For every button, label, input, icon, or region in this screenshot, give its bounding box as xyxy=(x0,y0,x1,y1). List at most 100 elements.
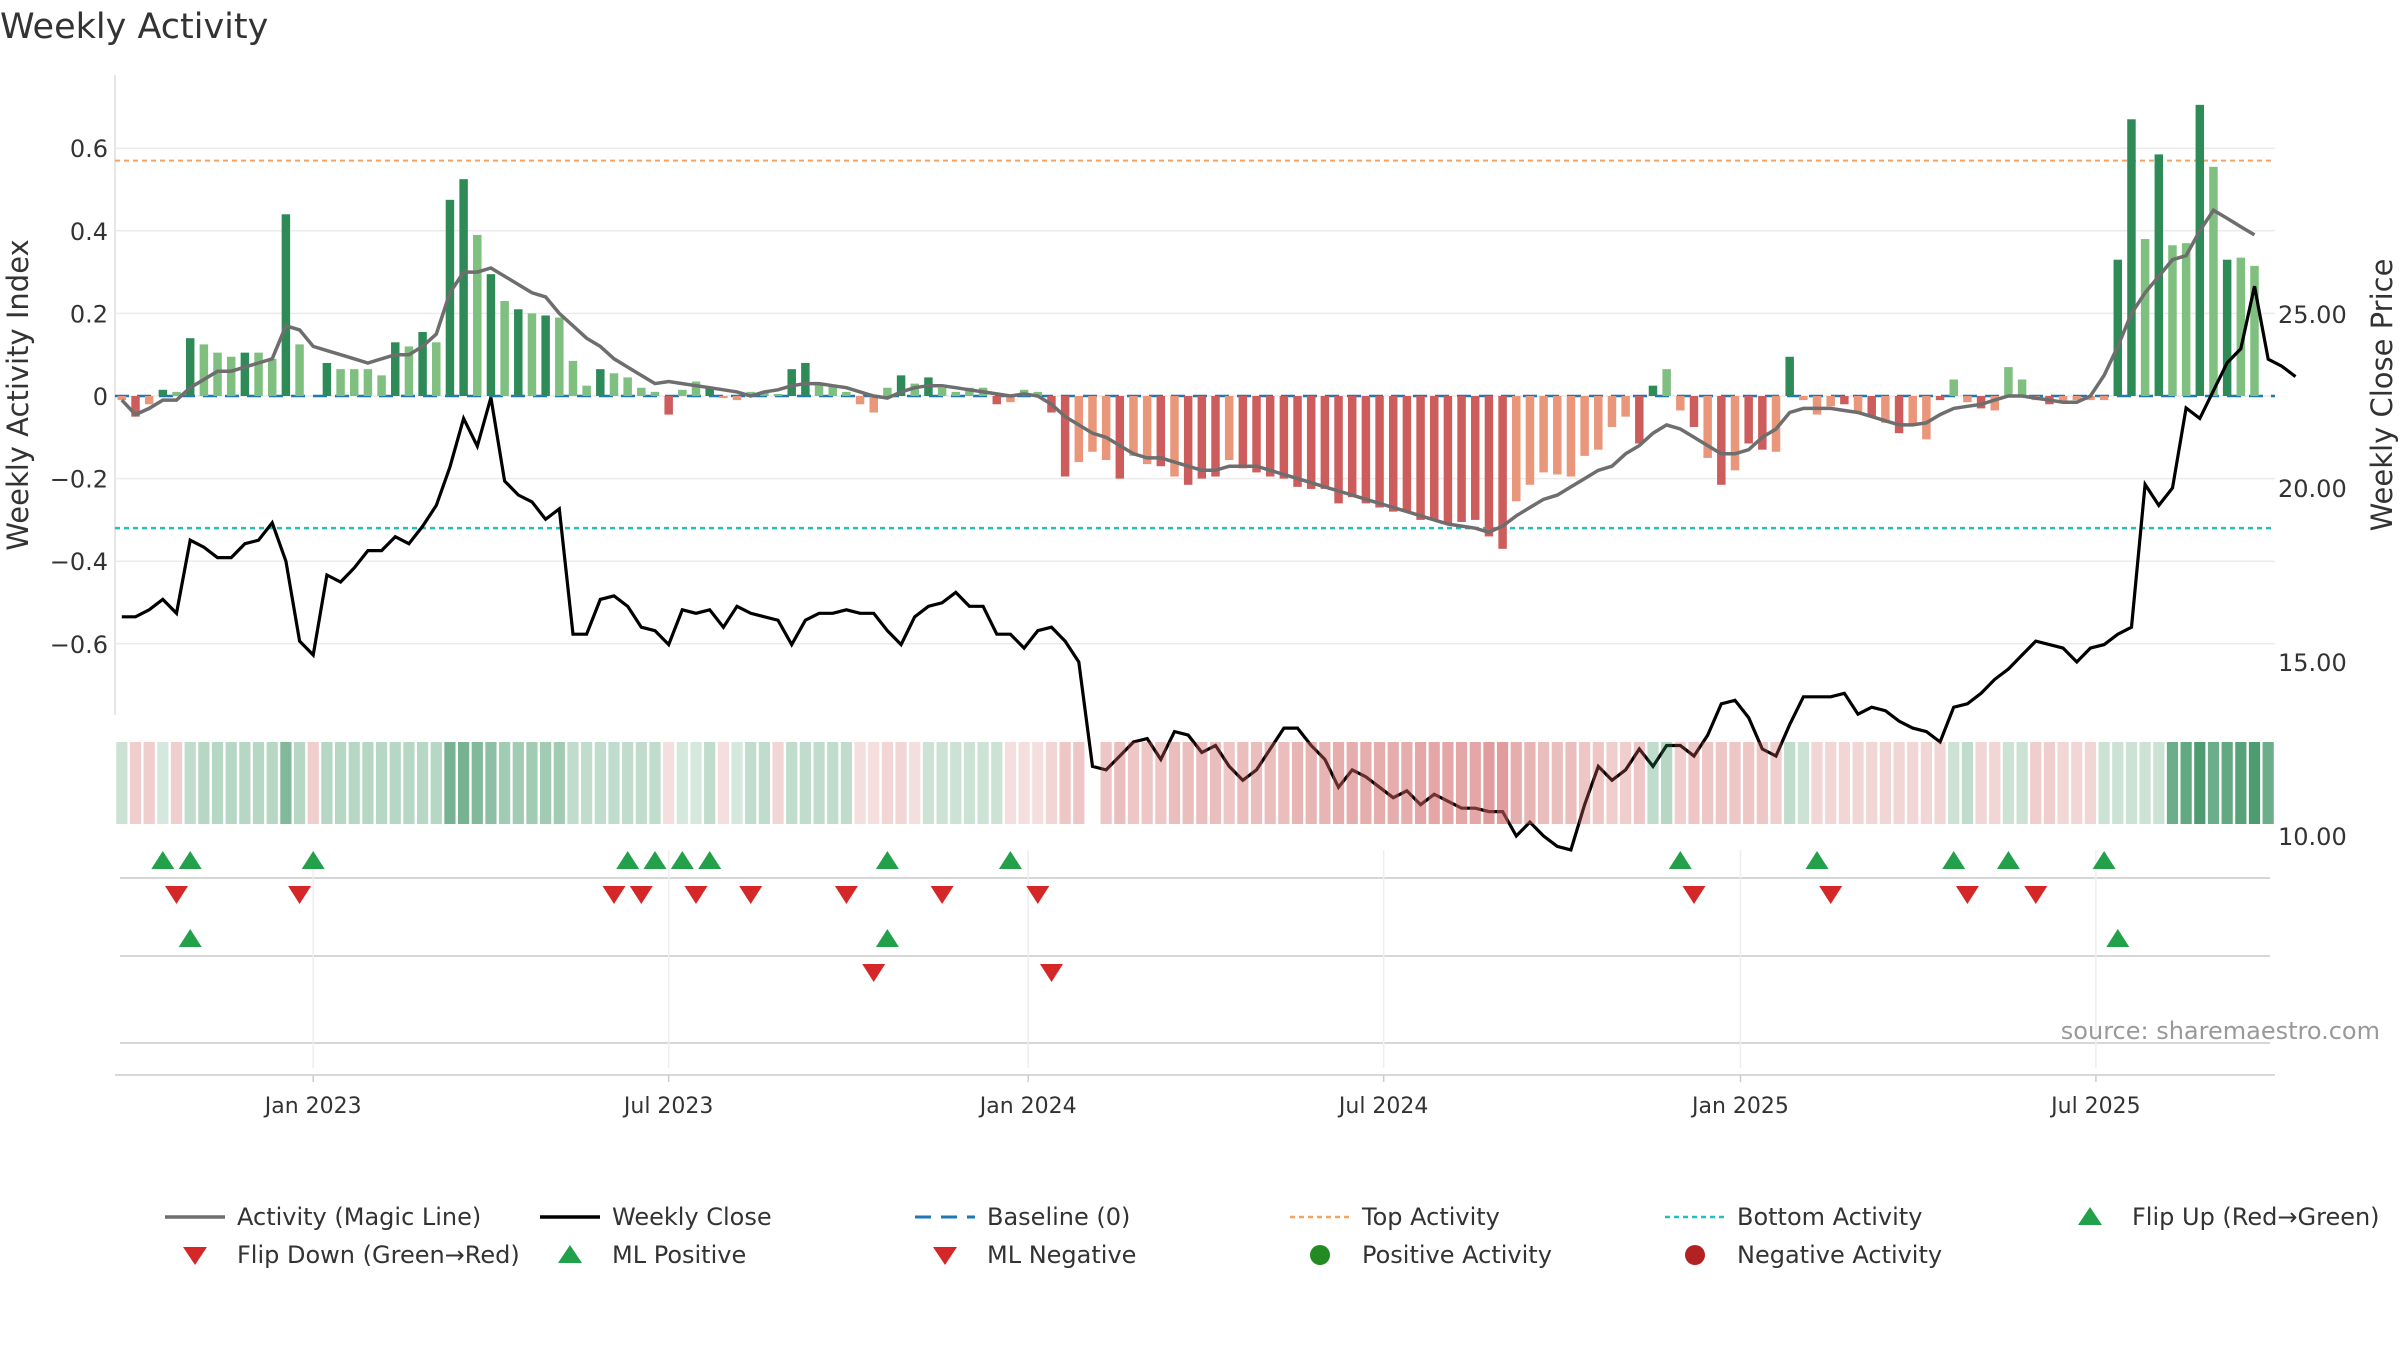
y-axis-label: Weekly Activity Index xyxy=(1,239,35,550)
activity-bar xyxy=(213,352,222,396)
activity-bar xyxy=(144,396,154,405)
activity-bar xyxy=(267,358,277,396)
activity-bar xyxy=(2004,367,2013,396)
strip-cell xyxy=(813,742,825,824)
activity-bar xyxy=(1183,396,1193,485)
activity-bar xyxy=(1703,396,1712,458)
strip-cell xyxy=(895,742,907,824)
strip-cell xyxy=(129,742,142,824)
activity-bar xyxy=(1539,396,1548,473)
flip-up-marker xyxy=(670,851,694,869)
strip-cell xyxy=(1510,742,1522,824)
activity-bar xyxy=(705,387,714,396)
activity-bar xyxy=(1170,396,1179,477)
activity-strip xyxy=(116,742,2274,824)
strip-cell xyxy=(1647,742,1659,824)
strip-cell xyxy=(2207,742,2220,824)
activity-bar xyxy=(199,344,209,396)
strip-cell xyxy=(1414,742,1427,824)
activity-bar xyxy=(1635,396,1644,444)
strip-cell xyxy=(690,742,702,824)
activity-bar xyxy=(828,385,837,396)
strip-cell xyxy=(1688,742,1700,824)
flip-down-marker xyxy=(1819,886,1843,904)
strip-cell xyxy=(512,742,524,824)
activity-bar xyxy=(1334,396,1343,504)
activity-bar xyxy=(1525,396,1535,485)
strip-cell xyxy=(717,742,729,824)
legend-label: Flip Up (Red→Green) xyxy=(2132,1203,2380,1231)
activity-bar xyxy=(1088,396,1097,452)
activity-bar xyxy=(1840,396,1849,405)
strip-cell xyxy=(1223,742,1235,824)
y-tick-label: 0.6 xyxy=(70,135,108,163)
strip-cell xyxy=(1209,742,1222,824)
strip-cell xyxy=(540,742,552,824)
strip-cell xyxy=(1852,742,1864,824)
source-credit: source: sharemaestro.com xyxy=(2061,1017,2380,1045)
flip-up-marker xyxy=(178,851,202,869)
strip-cell xyxy=(1961,742,1974,824)
strip-cell xyxy=(676,742,688,824)
strip-cell xyxy=(854,742,866,824)
activity-bar xyxy=(2113,259,2123,396)
legend-swatch xyxy=(558,1245,582,1263)
strip-cell xyxy=(307,742,319,824)
activity-bar xyxy=(1060,396,1070,477)
strip-cell xyxy=(2166,742,2179,824)
activity-bar xyxy=(418,331,427,396)
strip-cell xyxy=(1155,742,1167,824)
activity-bar xyxy=(2222,259,2232,396)
strip-cell xyxy=(266,742,278,824)
activity-bar xyxy=(432,342,441,396)
ml-negative-marker xyxy=(862,964,886,982)
ml-negative-marker xyxy=(1040,964,1063,982)
legend-swatch xyxy=(1310,1245,1330,1265)
activity-bar xyxy=(281,214,291,396)
activity-bar xyxy=(117,396,127,401)
activity-bar xyxy=(1826,396,1835,407)
strip-cell xyxy=(1565,742,1577,824)
strip-cell xyxy=(1975,742,1987,824)
activity-bar xyxy=(295,344,304,396)
activity-bar xyxy=(1498,396,1507,549)
legend-label: Baseline (0) xyxy=(987,1203,1130,1231)
strip-cell xyxy=(1907,742,1919,824)
activity-bar xyxy=(814,383,824,396)
legend-item: Flip Down (Green→Red) xyxy=(183,1241,520,1269)
activity-bar xyxy=(1320,396,1330,489)
line-series xyxy=(120,207,2297,852)
flip-up-marker xyxy=(698,851,722,869)
y2-axis-label: Weekly Close Price xyxy=(2365,259,2399,532)
strip-cell xyxy=(1825,742,1837,824)
activity-bar xyxy=(787,369,796,396)
activity-bar xyxy=(1744,396,1753,444)
strip-cell xyxy=(786,742,798,824)
activity-bar xyxy=(1006,396,1015,403)
ml-positive-marker xyxy=(875,929,899,947)
strip-cell xyxy=(2057,742,2069,824)
strip-cell xyxy=(1496,742,1509,824)
activity-bar xyxy=(1785,356,1794,396)
strip-cell xyxy=(608,742,620,824)
signal-markers xyxy=(120,850,2270,1068)
activity-bar xyxy=(1853,396,1863,413)
activity-bar xyxy=(2168,245,2177,396)
legend-label: Top Activity xyxy=(1361,1203,1500,1231)
strip-cell xyxy=(2235,742,2247,824)
activity-bar xyxy=(363,369,373,396)
strip-cell xyxy=(1346,742,1358,824)
legend-label: Negative Activity xyxy=(1737,1241,1942,1269)
strip-cell xyxy=(526,742,538,824)
strip-cell xyxy=(1661,742,1673,824)
activity-bar xyxy=(1908,396,1917,425)
activity-bar xyxy=(1580,396,1589,456)
activity-bar xyxy=(2195,104,2205,397)
strip-cell xyxy=(772,742,784,824)
strip-cell xyxy=(868,742,880,824)
activity-bar xyxy=(1375,396,1384,508)
activity-bar xyxy=(1443,396,1453,525)
strip-cell xyxy=(622,742,634,824)
strip-cell xyxy=(1373,742,1386,824)
strip-cell xyxy=(1770,742,1782,824)
